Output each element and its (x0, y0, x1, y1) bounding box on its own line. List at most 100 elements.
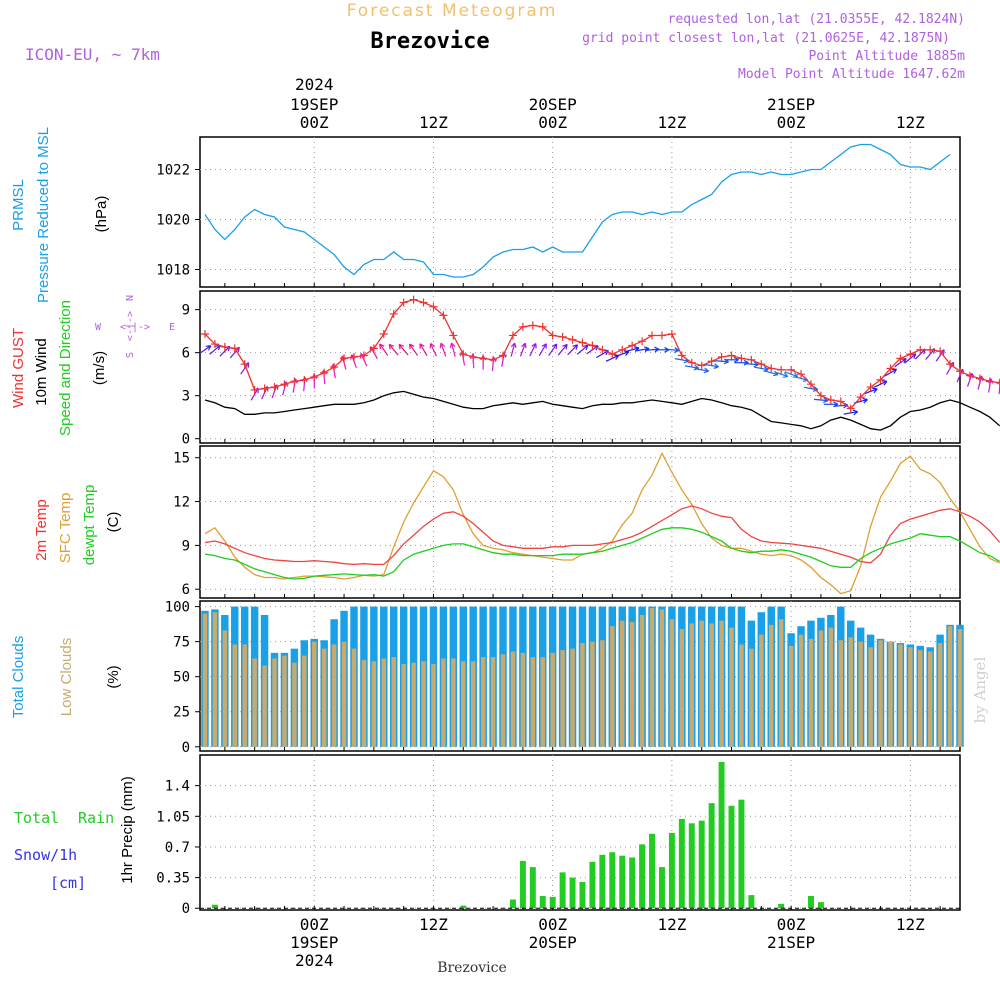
wind-arrow-head (388, 344, 391, 350)
gust-marker (250, 385, 259, 394)
low-cloud-bar (957, 629, 963, 747)
wind-speed-line (204, 390, 1000, 431)
svg-text:Snow/1h: Snow/1h (14, 846, 77, 864)
wind-arrow (774, 371, 788, 378)
wind-arrow-head (565, 344, 568, 350)
rain-bar (668, 832, 675, 909)
gust-marker (449, 331, 458, 340)
gust-marker (429, 302, 438, 311)
y-tick-label: 75 (173, 635, 190, 651)
svg-text:S: S (125, 352, 136, 358)
wind-arrow-head (575, 344, 579, 350)
footer-location: Brezovice (437, 960, 507, 976)
low-cloud-bar (759, 634, 764, 747)
bottom-time-label: 19SEP (290, 933, 338, 952)
wind-arrow (635, 347, 650, 352)
bottom-time-label: 20SEP (529, 933, 577, 952)
low-cloud-bar (709, 623, 714, 747)
bottom-time-label: 12Z (419, 915, 448, 934)
low-cloud-bar (421, 661, 426, 747)
wind-arrow-head (398, 344, 401, 350)
rain-bar (559, 872, 566, 909)
svg-text:<-|->: <-|-> (120, 322, 150, 333)
gust-marker (866, 383, 875, 392)
wind-arrow-head (862, 397, 868, 401)
y-tick-label: 6 (182, 346, 190, 362)
wind-arrow-head (683, 360, 689, 364)
gust-marker (806, 380, 815, 389)
wind-arrow (209, 344, 221, 355)
bottom-time-label: 00Z (538, 915, 567, 934)
gust-marker (240, 360, 249, 369)
gust-marker (359, 351, 368, 360)
low-cloud-bar (530, 657, 536, 747)
wind-arrow (379, 343, 389, 356)
gust-marker (608, 350, 617, 359)
gust-marker (200, 330, 209, 339)
gust-marker (558, 332, 567, 341)
gust-marker (270, 383, 279, 392)
pressure-label: PRMSL Pressure Reduced to MSL (10, 127, 52, 303)
wind-arrow (784, 371, 798, 378)
gust-marker (399, 298, 408, 307)
wind-arrow-head (633, 346, 640, 349)
low-cloud-bar (470, 661, 476, 747)
low-cloud-bar (679, 629, 685, 747)
gust-marker (300, 375, 309, 384)
gust-marker (598, 345, 607, 354)
low-cloud-bar (788, 645, 794, 747)
watermark: by Angel (971, 656, 989, 723)
low-cloud-bar (560, 650, 565, 747)
gust-marker (787, 365, 796, 374)
wind-arrow (694, 368, 709, 372)
wind-arrow-head (883, 380, 888, 386)
model-altitude: Model Point Altitude 1647.62m (738, 67, 965, 82)
svg-text:Low Clouds: Low Clouds (58, 638, 75, 716)
wind-arrow-head (379, 343, 381, 350)
clouds-label: Total Clouds Low Clouds (10, 636, 75, 719)
wind-arrow-head (654, 346, 660, 350)
low-cloud-bar (312, 641, 317, 747)
gust-marker (369, 344, 378, 353)
low-cloud-bar (212, 612, 218, 747)
wind-arrow-head (903, 358, 907, 364)
low-cloud-bar (490, 657, 496, 747)
wind-arrow-head (551, 343, 557, 347)
gust-marker (936, 347, 945, 356)
low-cloud-bar (818, 630, 824, 747)
svg-text:Total Clouds: Total Clouds (10, 636, 27, 719)
low-cloud-bar (808, 638, 814, 747)
wind-arrow (625, 347, 640, 353)
gust-marker (747, 355, 756, 364)
rain-bar (460, 905, 467, 909)
rain-bar (808, 895, 814, 909)
wind-arrow-head (773, 373, 779, 377)
rain-bar (579, 881, 586, 909)
requested-coords: requested lon,lat (21.0355E, 42.1824N) (668, 12, 965, 27)
wind-arrow-head (812, 389, 819, 392)
wind-arrow (873, 380, 888, 388)
gust-marker (628, 341, 637, 350)
low-cloud-bar (858, 641, 863, 747)
rain-bar (718, 762, 725, 909)
rain-bar (509, 899, 516, 909)
low-cloud-bar (232, 644, 238, 747)
low-cloud-bar (371, 661, 377, 747)
pressure-unit: (hPa) (93, 196, 110, 233)
precip-label: Total Rain Snow/1h [cm] (14, 809, 114, 892)
wind-arrow-head (694, 364, 700, 369)
gust-marker (409, 295, 418, 304)
gust-marker (230, 344, 239, 353)
gust-marker (638, 337, 647, 346)
low-cloud-bar (480, 657, 486, 747)
low-cloud-bar (898, 644, 903, 747)
gust-marker (419, 298, 428, 307)
svg-text:<-|->: <-|-> (125, 311, 136, 341)
wind-arrow-head (379, 343, 385, 347)
wind-arrow-head (541, 343, 547, 347)
top-time-label: 12Z (896, 113, 925, 132)
low-cloud-bar (391, 657, 396, 747)
bottom-time-label: 12Z (657, 915, 686, 934)
svg-text:PRMSL: PRMSL (10, 179, 27, 231)
